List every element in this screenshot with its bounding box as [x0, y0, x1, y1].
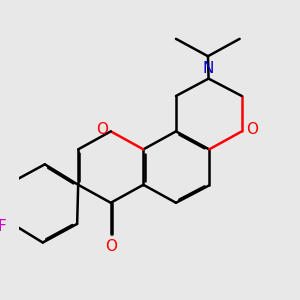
Text: F: F [0, 219, 6, 234]
Text: O: O [246, 122, 258, 137]
Text: O: O [96, 122, 108, 137]
Text: O: O [105, 239, 117, 254]
Text: N: N [203, 61, 214, 76]
